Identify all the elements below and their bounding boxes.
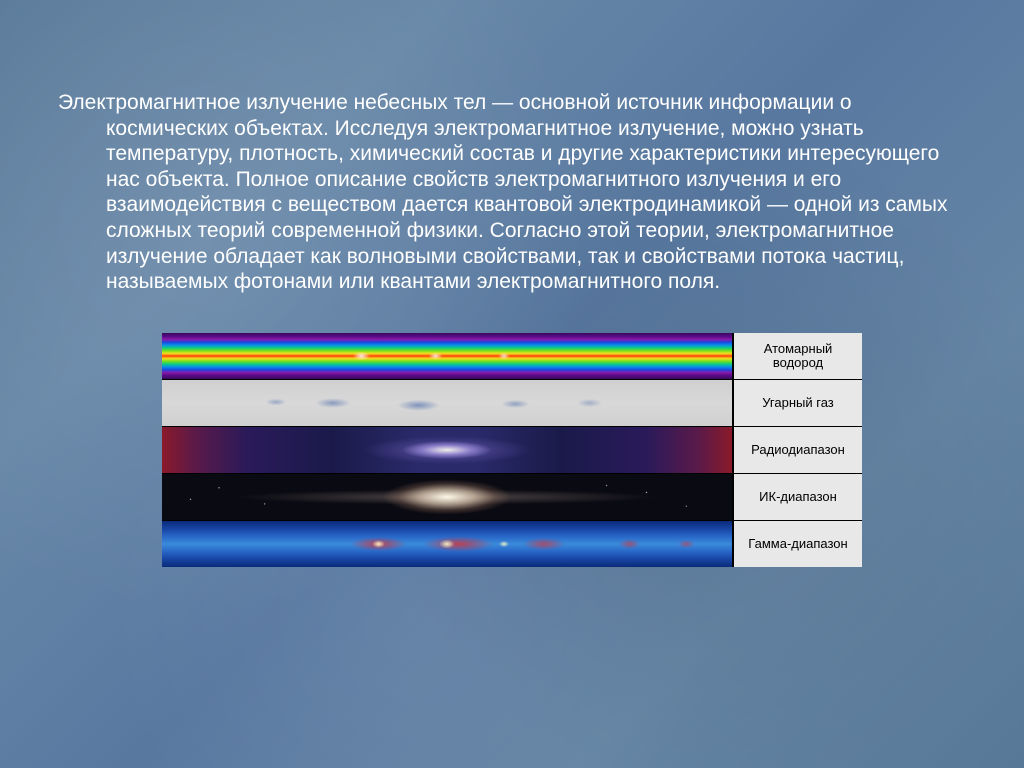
label-carbon-monoxide: Угарный газ: [732, 380, 862, 426]
band-row-hydrogen: Атомарный водород: [162, 333, 862, 379]
band-infrared: [162, 474, 732, 520]
band-row-radio: Радиодиапазон: [162, 426, 862, 473]
label-radio: Радиодиапазон: [732, 427, 862, 473]
label-atomic-hydrogen: Атомарный водород: [732, 333, 862, 379]
band-gamma: [162, 521, 732, 567]
band-row-gamma: Гамма-диапазон: [162, 520, 862, 567]
multiwavelength-figure: Атомарный водород Угарный газ Радиодиапа…: [162, 333, 862, 567]
body-paragraph: Электромагнитное излучение небесных тел …: [98, 90, 974, 295]
band-atomic-hydrogen: [162, 333, 732, 379]
label-gamma: Гамма-диапазон: [732, 521, 862, 567]
slide: Электромагнитное излучение небесных тел …: [0, 0, 1024, 607]
band-carbon-monoxide: [162, 380, 732, 426]
band-row-ir: ИК-диапазон: [162, 473, 862, 520]
band-radio: [162, 427, 732, 473]
label-infrared: ИК-диапазон: [732, 474, 862, 520]
figure-container: Атомарный водород Угарный газ Радиодиапа…: [50, 333, 974, 567]
band-row-co: Угарный газ: [162, 379, 862, 426]
